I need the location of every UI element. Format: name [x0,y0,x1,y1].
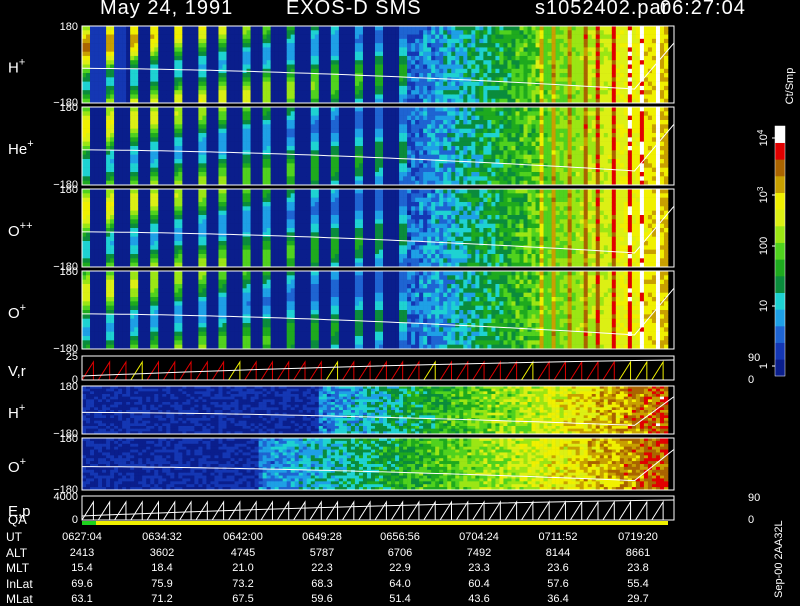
right-top-label-7: 90 [748,492,760,504]
panel-label-4: V,r [8,363,26,380]
colorbar: Ct/Smp 104 103 100 10 1 [756,68,796,377]
footer-value: 2413 [52,547,112,560]
footer-value: 0704:24 [449,531,509,544]
y-max-label-4: 25 [66,351,78,363]
footer-value: 18.4 [132,562,192,575]
footer-value: 21.0 [213,562,273,575]
footer-value: 68.3 [292,578,352,591]
colorbar-tick-3: 10 [758,300,770,312]
y-max-label-1: 180 [60,102,78,114]
sawtooth-panel-7 [82,500,674,520]
credit-label: Sep-00 2AA32L [773,520,785,598]
footer-value: 73.2 [213,578,273,591]
footer-value: 0649:28 [292,531,352,544]
footer-value: 4745 [213,547,273,560]
colorbar-tick-1: 103 [756,186,770,203]
footer-value: 15.4 [52,562,112,575]
y-max-label-6: 180 [60,433,78,445]
footer-value: 0719:20 [608,531,668,544]
qa-bar [82,521,668,525]
footer-value: 8661 [608,547,668,560]
y-max-label-0: 180 [60,21,78,33]
footer-value: 23.3 [449,562,509,575]
footer-value: 7492 [449,547,509,560]
footer-value: 0711:52 [528,531,588,544]
footer-label-alt: ALT [6,547,27,560]
panel-label-5: H+ [8,402,25,422]
colorbar-unit: Ct/Smp [784,68,796,105]
y-max-label-5: 180 [60,381,78,393]
footer-value: 22.3 [292,562,352,575]
footer-value: 75.9 [132,578,192,591]
footer-label-inlat: InLat [6,578,33,591]
right-bottom-label-4: 0 [748,374,754,386]
y-max-label-7: 4000 [54,491,78,503]
footer-value: 22.9 [370,562,430,575]
spectrogram-panel-6 [82,438,674,490]
right-top-label-4: 90 [748,352,760,364]
sawtooth-panel-4 [82,360,674,380]
footer-label-ut: UT [6,531,22,544]
footer-value: 5787 [292,547,352,560]
spectrogram-panel-1 [82,107,674,185]
footer-value: 0634:32 [132,531,192,544]
footer-value: 0656:56 [370,531,430,544]
panel-label-0: H+ [8,57,25,77]
spectrogram-panel-0 [82,26,674,103]
footer-value: 60.4 [449,578,509,591]
footer-value: 57.6 [528,578,588,591]
colorbar-tick-4: 1 [758,363,770,369]
spectrogram-panel-3 [82,271,674,349]
footer-value: 64.0 [370,578,430,591]
footer-value: 69.6 [52,578,112,591]
footer-value: 6706 [370,547,430,560]
colorbar-tick-0: 104 [756,129,770,146]
footer-value: 8144 [528,547,588,560]
panel-label-3: O+ [8,302,26,322]
footer-label-mlt: MLT [6,562,29,575]
panel-label-6: O+ [8,456,26,476]
colorbar-tick-2: 100 [758,237,770,255]
qa-label: QA [8,512,27,527]
footer-value: 23.6 [528,562,588,575]
footer-value: 23.8 [608,562,668,575]
y-min-label-7: 0 [72,514,78,526]
y-max-label-3: 180 [60,266,78,278]
footer-value: 3602 [132,547,192,560]
spectrogram-panel-2 [82,189,674,267]
right-bottom-label-7: 0 [748,514,754,526]
footer-value: 55.4 [608,578,668,591]
footer-value: 0642:00 [213,531,273,544]
panel-label-2: O++ [8,220,33,240]
spectrogram-panel-5 [82,386,674,434]
y-max-label-2: 180 [60,184,78,196]
panel-label-1: He+ [8,138,34,158]
footer-value: 0627:04 [52,531,112,544]
